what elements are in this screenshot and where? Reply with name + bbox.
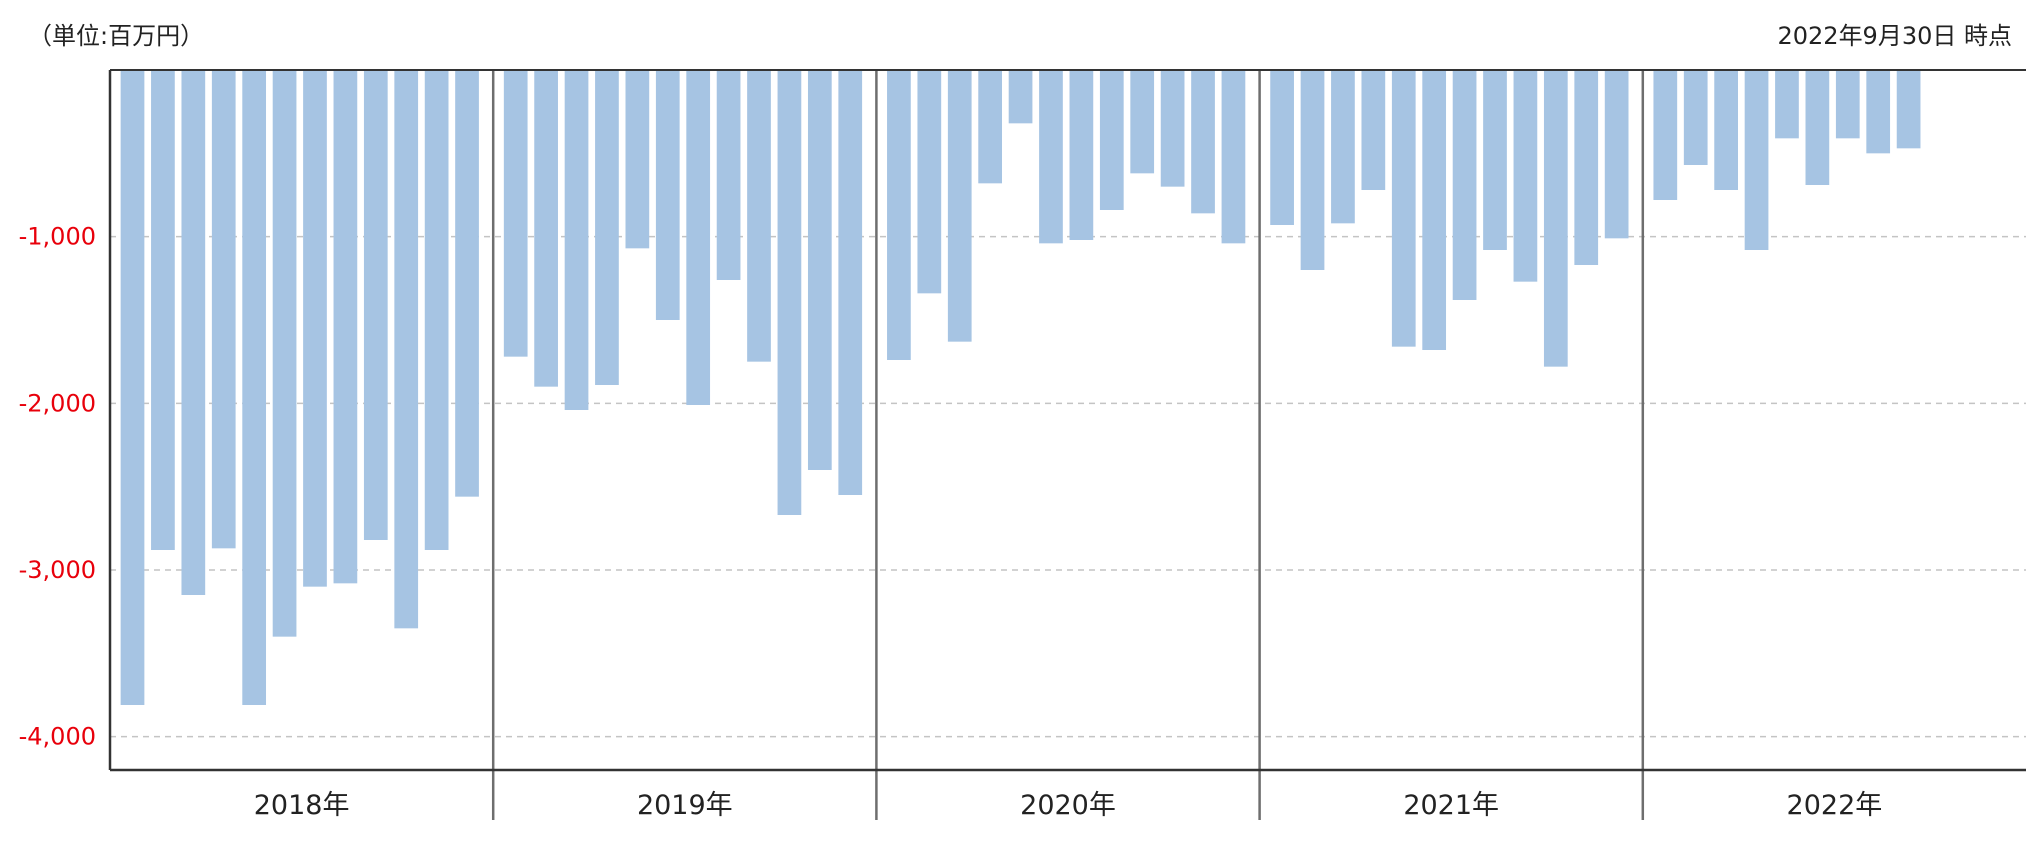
x-category-label: 2022年 bbox=[1787, 790, 1883, 821]
y-tick-label: -1,000 bbox=[19, 223, 96, 251]
y-tick-label: -2,000 bbox=[19, 389, 96, 417]
bar bbox=[1361, 70, 1386, 190]
x-category-label: 2021年 bbox=[1403, 790, 1499, 821]
bar bbox=[151, 70, 175, 550]
bar bbox=[1221, 70, 1246, 244]
bar bbox=[625, 70, 650, 249]
bar bbox=[1805, 70, 1830, 185]
bar bbox=[1099, 70, 1124, 210]
x-category-label: 2019年 bbox=[637, 790, 733, 821]
bars bbox=[120, 70, 1921, 705]
bar bbox=[1714, 70, 1738, 190]
bar bbox=[1744, 70, 1769, 250]
bar bbox=[1574, 70, 1599, 265]
y-axis: -1,000 -2,000 -3,000 -4,000 bbox=[19, 223, 96, 751]
bar bbox=[1513, 70, 1538, 282]
bar bbox=[242, 70, 267, 705]
bar bbox=[1483, 70, 1507, 250]
bar bbox=[1543, 70, 1568, 367]
bar bbox=[978, 70, 1003, 184]
unit-label: （単位:百万円） bbox=[28, 22, 205, 50]
bar bbox=[534, 70, 558, 387]
bar bbox=[1039, 70, 1063, 244]
chart-frame bbox=[108, 69, 2026, 820]
bar bbox=[333, 70, 358, 584]
bar bbox=[947, 70, 972, 342]
bar bbox=[1069, 70, 1094, 240]
bar bbox=[1604, 70, 1629, 239]
bar bbox=[394, 70, 419, 629]
bar bbox=[1191, 70, 1215, 214]
bar bbox=[917, 70, 942, 294]
bar bbox=[1391, 70, 1416, 347]
bar bbox=[1270, 70, 1294, 225]
bar bbox=[1835, 70, 1860, 139]
bar bbox=[1775, 70, 1799, 139]
bar bbox=[1300, 70, 1325, 270]
bar bbox=[1130, 70, 1155, 174]
bar bbox=[424, 70, 449, 550]
bar bbox=[1683, 70, 1708, 165]
y-tick-label: -4,000 bbox=[19, 723, 96, 751]
bar bbox=[777, 70, 802, 515]
bar bbox=[807, 70, 832, 470]
bar bbox=[1866, 70, 1891, 154]
y-tick-label: -3,000 bbox=[19, 556, 96, 584]
bar bbox=[838, 70, 863, 495]
bar bbox=[1653, 70, 1678, 200]
bar bbox=[503, 70, 528, 357]
bar bbox=[211, 70, 236, 549]
bar bbox=[1160, 70, 1185, 187]
x-axis: 2018年 2019年 2020年 2021年 2022年 bbox=[254, 790, 1883, 821]
bar bbox=[655, 70, 680, 320]
bar bbox=[455, 70, 479, 497]
bar bbox=[747, 70, 771, 362]
bar bbox=[1331, 70, 1355, 224]
x-category-label: 2018年 bbox=[254, 790, 350, 821]
bar bbox=[272, 70, 297, 637]
bar bbox=[1008, 70, 1033, 124]
bar bbox=[1452, 70, 1477, 300]
bar bbox=[1422, 70, 1447, 350]
bar bbox=[595, 70, 619, 385]
bar bbox=[1896, 70, 1921, 149]
bar bbox=[686, 70, 711, 405]
bar bbox=[120, 70, 145, 705]
bar bbox=[181, 70, 206, 595]
bar bbox=[303, 70, 327, 587]
x-category-label: 2020年 bbox=[1020, 790, 1116, 821]
bar bbox=[363, 70, 388, 540]
as-of-date-label: 2022年9月30日 時点 bbox=[1777, 22, 2012, 50]
bar bbox=[564, 70, 589, 410]
bar bbox=[887, 70, 911, 360]
bar bbox=[716, 70, 741, 280]
